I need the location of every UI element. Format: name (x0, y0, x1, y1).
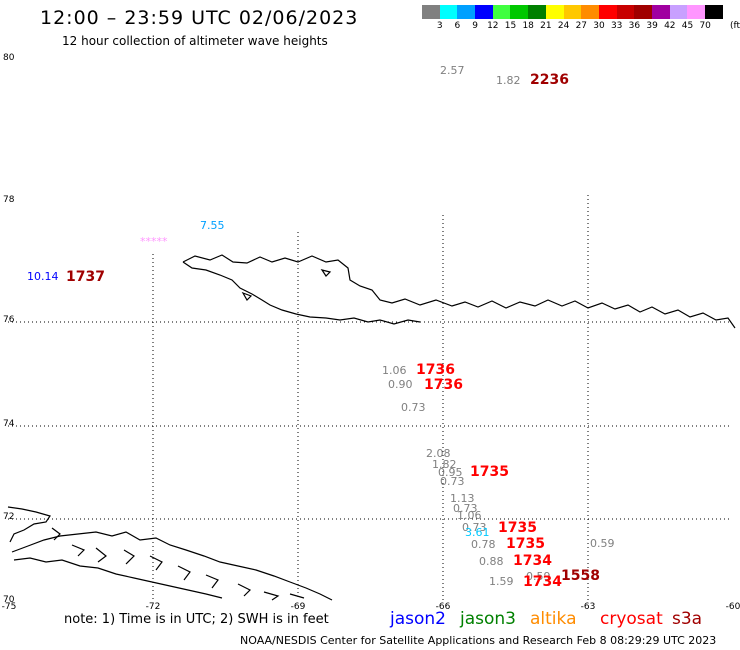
wave-height-label: 1.59 (489, 575, 514, 588)
wave-height-label: 1.82 (432, 458, 457, 471)
wave-height-label: 0.90 (388, 378, 413, 391)
coastline-baffin (7, 506, 333, 601)
observation-time-label: 1736 (424, 377, 463, 393)
axis-labels: 80 78 76 74 72 70-75 -72 -69 -66 -63 -60 (2, 53, 740, 612)
satellite-legend-item: jason3 (460, 609, 516, 629)
satellite-legend-item: s3a (672, 609, 703, 629)
color-scale-tick: 9 (472, 21, 478, 31)
wave-height-label: 0.73 (453, 502, 478, 515)
color-scale-tick: 18 (522, 21, 534, 31)
color-scale-tick: 45 (681, 21, 694, 31)
footer-credit: NOAA/NESDIS Center for Satellite Applica… (240, 634, 717, 647)
wave-height-label: 1.06 (457, 509, 482, 522)
latitude-label: 76 (3, 315, 15, 325)
wave-height-label: 1.13 (450, 492, 475, 505)
observation-time-label: 1737 (66, 269, 105, 285)
color-scale-tick: 27 (575, 21, 588, 31)
color-scale-tick: 24 (557, 21, 570, 31)
color-scale-tick: 15 (504, 21, 517, 31)
latitude-label: 70 (3, 595, 15, 605)
wave-height-label: 0.59 (526, 570, 551, 583)
color-swatch (616, 5, 635, 19)
color-swatch (545, 5, 564, 19)
longitude-label: -60 (726, 602, 740, 612)
latitude-label: 80 (3, 53, 15, 63)
legend-note: note: 1) Time is in UTC; 2) SWH is in fe… (64, 612, 329, 627)
wave-height-label: 0.88 (479, 555, 504, 568)
observation-time-label: 2236 (530, 72, 569, 88)
lat-grid (8, 321, 732, 520)
wave-height-label: 3.61 (465, 526, 490, 539)
color-swatch (457, 5, 476, 19)
wave-height-label: 10.14 (27, 270, 59, 283)
color-swatch (510, 5, 529, 19)
color-swatch (581, 5, 599, 19)
longitude-label: -75 (2, 602, 17, 612)
color-scale-tick: 39 (646, 21, 658, 31)
color-swatch (669, 5, 688, 19)
observation-time-label: 1735 (506, 536, 545, 552)
color-swatch (651, 5, 670, 19)
wave-height-label: 0.73 (401, 401, 426, 414)
color-swatch (492, 5, 511, 19)
wave-height-label: 1.82 (496, 74, 521, 87)
color-swatch (475, 5, 493, 19)
color-scale-tick: 36 (628, 21, 641, 31)
latitude-label: 72 (3, 512, 14, 522)
observation-time-label: 1735 (498, 520, 537, 536)
color-scale-tick: 33 (610, 21, 623, 31)
color-swatch (563, 5, 582, 19)
observation-time-label: 1735 (470, 464, 509, 480)
color-scale-tick: 30 (593, 21, 605, 31)
satellite-legend-item: jason2 (390, 609, 446, 629)
coastline-greenland (182, 254, 736, 329)
observation-time-label: 1736 (416, 362, 455, 378)
observation-time-label: 1558 (561, 568, 600, 584)
color-swatch (687, 5, 705, 19)
satellite-legend-item: cryosat (600, 609, 663, 629)
wave-height-label: 2.08 (426, 447, 451, 460)
color-scale-tick: 3 (436, 21, 443, 31)
longitude-label: -69 (291, 602, 306, 612)
color-swatch (528, 5, 546, 19)
wave-height-label: ***** (140, 235, 168, 248)
latitude-label: 78 (3, 195, 15, 205)
color-swatch (705, 5, 723, 19)
observation-time-label: 1734 (523, 574, 562, 590)
color-scale-tick: 12 (487, 21, 499, 31)
wave-height-label: 0.95 (438, 466, 463, 479)
satellite-legend-item: altika (530, 609, 577, 629)
color-swatch (422, 5, 440, 19)
color-swatch (439, 5, 458, 19)
color-scale-tick: 6 (454, 21, 461, 31)
wave-height-label: 0.73 (440, 475, 465, 488)
color-swatch (634, 5, 652, 19)
wave-height-label: 7.55 (200, 219, 225, 232)
color-scale-tick: 21 (540, 21, 552, 31)
wave-height-label: 0.78 (471, 538, 496, 551)
wave-height-label: 2.57 (440, 64, 465, 77)
wave-height-label: 1.06 (382, 364, 407, 377)
map-subtitle: 12 hour collection of altimeter wave hei… (62, 34, 328, 48)
wave-height-label: 0.59 (590, 537, 615, 550)
latitude-label: 74 (3, 419, 15, 429)
color-scale-bar (422, 5, 723, 19)
color-swatch (598, 5, 617, 19)
map-title: 12:00 – 23:59 UTC 02/06/2023 (40, 7, 359, 29)
observation-time-label: 1734 (513, 553, 552, 569)
wave-height-label: 0.73 (462, 521, 487, 534)
color-scale-tick: 70 (699, 21, 711, 31)
longitude-label: -72 (146, 602, 161, 612)
longitude-label: -66 (436, 602, 451, 612)
color-scale-unit: (ft) (730, 21, 740, 31)
longitude-label: -63 (581, 602, 596, 612)
color-scale-tick: 42 (664, 21, 676, 31)
lon-grid (152, 195, 589, 600)
